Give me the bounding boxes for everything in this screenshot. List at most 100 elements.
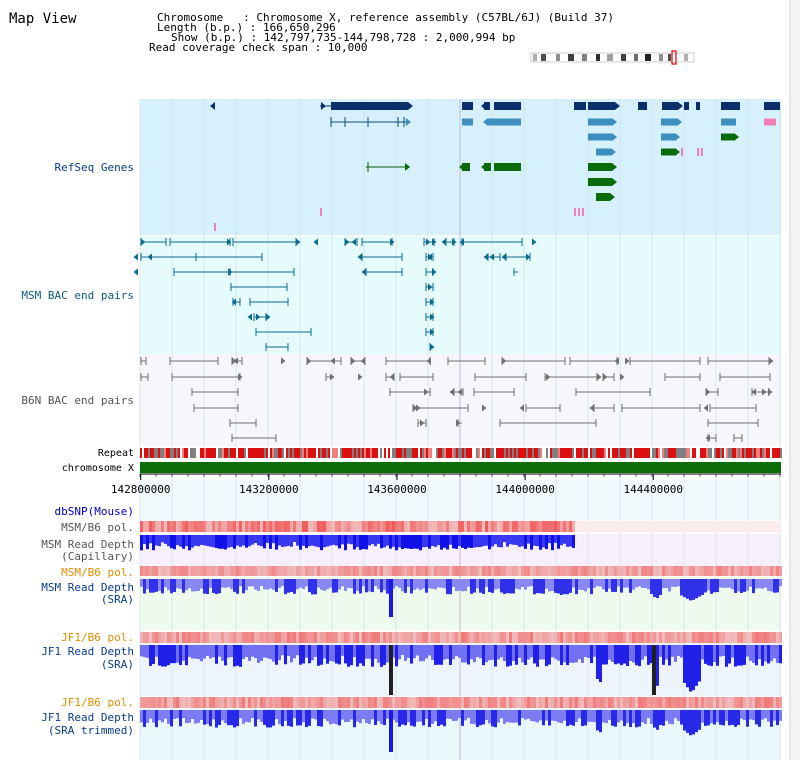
polymorphism-cell (209, 521, 212, 532)
depth-bar (470, 535, 473, 548)
depth-bar (749, 710, 752, 720)
b6n-bac-arrow (751, 388, 756, 396)
b6n-bac-track[interactable] (140, 357, 774, 442)
repeat-segment (474, 448, 476, 458)
repeat-segment (436, 448, 438, 458)
depth-bar (212, 645, 215, 658)
depth-bar (383, 710, 386, 726)
repeat-segment (500, 448, 502, 458)
depth-bar (497, 579, 500, 589)
depth-bar (332, 579, 335, 593)
polymorphism-cell (377, 632, 380, 643)
polymorphism-cell (173, 632, 176, 643)
refseq-gene-arrow (675, 148, 680, 156)
polymorphism-cell (164, 697, 167, 708)
depth-marker (389, 645, 393, 695)
polymorphism-cell (731, 566, 734, 576)
repeat-segment (714, 448, 716, 458)
polymorphism-cell (290, 566, 293, 576)
repeat-segment (184, 448, 186, 458)
msm-bac-arrow (430, 298, 435, 306)
polymorphism-cell (155, 697, 158, 708)
depth-bar (425, 579, 428, 593)
depth-bar (665, 579, 668, 589)
polymorphism-cell (197, 697, 200, 708)
polymorphism-cell (368, 521, 371, 532)
depth-bar (539, 710, 542, 721)
repeat-segment (382, 448, 384, 458)
repeat-segment (292, 448, 294, 458)
chromosome-ideogram[interactable] (530, 50, 695, 65)
depth-bar (143, 710, 146, 727)
polymorphism-cell (671, 697, 674, 708)
depth-bar (608, 645, 611, 660)
polymorphism-cell (380, 566, 383, 576)
depth-bar (236, 579, 239, 594)
polymorphism-cell (686, 566, 689, 576)
polymorphism-cell (356, 632, 359, 643)
depth-bar (239, 535, 242, 547)
depth-bar (644, 710, 647, 724)
polymorphism-cell (143, 566, 146, 576)
depth-bar (767, 645, 770, 664)
repeat-segment (696, 448, 698, 458)
polymorphism-cell (404, 566, 407, 576)
polymorphism-cell (149, 697, 152, 708)
polymorphism-cell (428, 521, 431, 532)
polymorphism-cell (326, 697, 329, 708)
depth-bar (683, 645, 686, 683)
refseq-gene-exon (588, 133, 612, 141)
msm-bac-arrow (256, 313, 261, 321)
polymorphism-cell (467, 697, 470, 708)
depth-bar (182, 710, 185, 719)
polymorphism-cell (143, 521, 146, 532)
depth-bar (332, 535, 335, 545)
depth-bar (215, 579, 218, 595)
repeat-segment (602, 448, 604, 458)
depth-bar (284, 535, 287, 547)
polymorphism-cell (761, 566, 764, 576)
polymorphism-cell (563, 521, 566, 532)
vertical-scrollbar[interactable] (791, 0, 800, 760)
depth-bar (308, 535, 311, 547)
repeat-segment (344, 448, 346, 458)
repeat-segment (666, 448, 668, 458)
refseq-gene-exon (462, 163, 470, 171)
depth-bar (176, 535, 179, 546)
depth-bar (419, 535, 422, 551)
polymorphism-cell (266, 632, 269, 643)
depth-bar (554, 645, 557, 659)
polymorphism-cell (662, 632, 665, 643)
polymorphism-cell (140, 566, 143, 576)
depth-bar (317, 710, 320, 727)
b6n-bac-arrow (351, 357, 356, 365)
depth-bar (425, 535, 428, 547)
depth-bar (347, 710, 350, 722)
polymorphism-cell (482, 566, 485, 576)
polymorphism-cell (749, 632, 752, 643)
repeat-segment (274, 448, 276, 458)
polymorphism-cell (167, 521, 170, 532)
depth-bar (368, 710, 371, 725)
depth-bar (347, 645, 350, 667)
repeat-segment (394, 448, 396, 458)
msm-bac-track[interactable] (133, 238, 537, 351)
refseq-gene-arrow (210, 102, 215, 110)
polymorphism-cell (425, 566, 428, 576)
polymorphism-cell (632, 632, 635, 643)
repeat-segment (400, 448, 402, 458)
polymorphism-cell (155, 632, 158, 643)
polymorphism-cell (686, 632, 689, 643)
refseq-genes-track[interactable] (210, 102, 780, 231)
repeat-segment (326, 448, 328, 458)
depth-bar (545, 535, 548, 550)
depth-bar (533, 579, 536, 595)
polymorphism-cell (698, 566, 701, 576)
depth-bar (566, 535, 569, 547)
repeat-segment (158, 448, 160, 458)
chromosome-label: chromosome X (62, 463, 134, 474)
depth-bar (149, 645, 152, 666)
repeat-segment (628, 448, 630, 458)
polymorphism-cell (593, 697, 596, 708)
